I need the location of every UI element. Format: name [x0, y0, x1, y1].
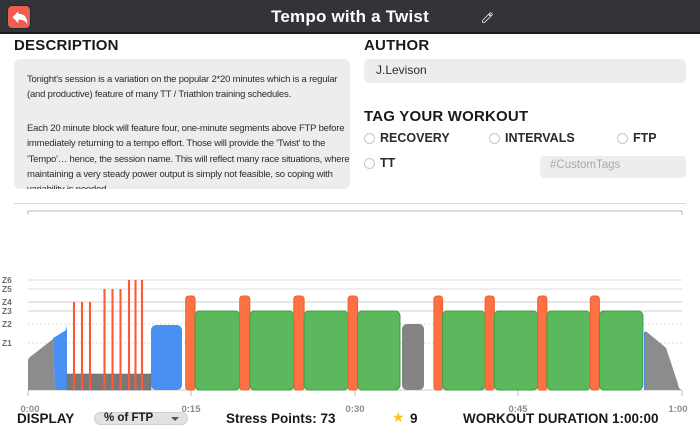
svg-text:Z3: Z3: [2, 306, 12, 316]
svg-text:Z5: Z5: [2, 284, 12, 294]
svg-text:Z2: Z2: [2, 319, 12, 329]
svg-text:Z1: Z1: [2, 338, 12, 348]
